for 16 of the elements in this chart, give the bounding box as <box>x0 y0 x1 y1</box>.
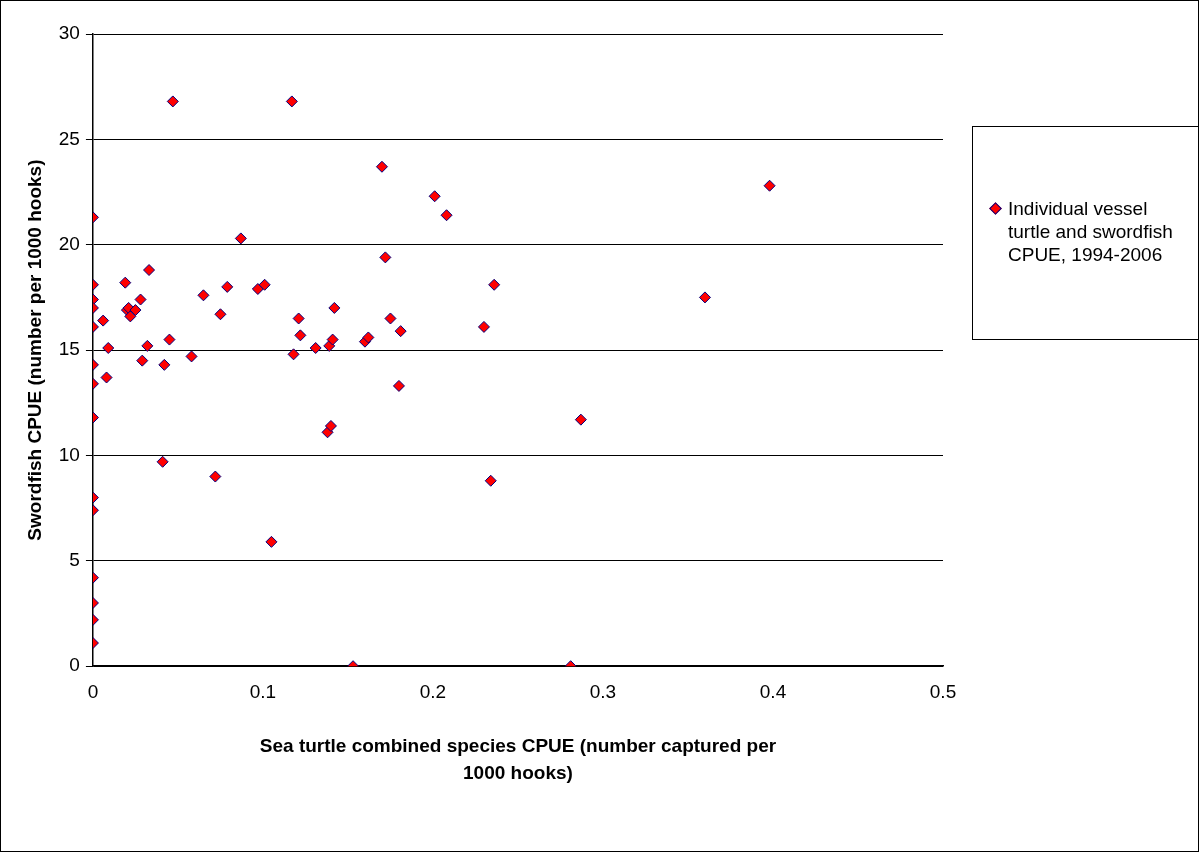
y-tick-label: 20 <box>58 232 80 254</box>
x-tick-label: 0.2 <box>419 680 447 702</box>
y-tick-label: 15 <box>58 338 80 360</box>
x-tick-label: 0.5 <box>929 680 957 702</box>
y-tick-label: 10 <box>58 443 80 465</box>
y-tick-label: 5 <box>69 549 80 571</box>
y-tick-label: 30 <box>58 22 80 44</box>
x-tick-label: 0.4 <box>759 680 787 702</box>
legend-label: Individual vessel turtle and swordfish CPUE, 1994-2006 <box>1008 197 1174 266</box>
y-tick-label: 25 <box>58 127 80 149</box>
x-tick-label: 0.3 <box>589 680 617 702</box>
x-tick-label: 0.1 <box>249 680 277 702</box>
x-axis-title: Sea turtle combined species CPUE (number captured per 1000 hooks) <box>258 734 778 786</box>
y-tick-label: 0 <box>69 654 80 676</box>
x-tick-label: 0 <box>87 680 99 702</box>
y-axis-title: Swordfish CPUE (number per 1000 hooks) <box>23 159 45 541</box>
